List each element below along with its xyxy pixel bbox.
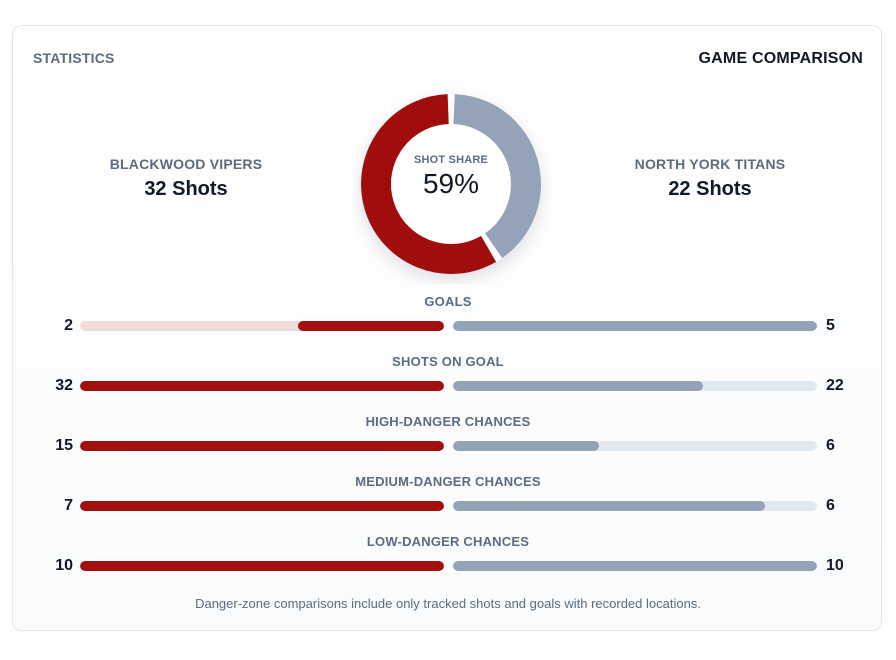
away-stat-bar xyxy=(453,501,765,511)
shot-share-donut: SHOT SHARE 59% xyxy=(351,84,551,284)
card-title: GAME COMPARISON xyxy=(698,50,863,67)
home-stat-bar xyxy=(80,441,444,451)
away-stat-bar-track xyxy=(453,501,817,511)
footnote: Danger-zone comparisons include only tra… xyxy=(195,596,701,611)
home-stat-bar-track xyxy=(80,561,444,571)
section-label: STATISTICS xyxy=(33,50,115,66)
away-team-shots: 22 Shots xyxy=(668,178,752,200)
away-stat-bar-track xyxy=(453,381,817,391)
away-stat-bar-track xyxy=(453,321,817,331)
stat-row: SHOTS ON GOAL 32 22 xyxy=(13,354,883,410)
home-stat-bar xyxy=(80,501,444,511)
home-stat-bar xyxy=(80,381,444,391)
home-team-name: BLACKWOOD VIPERS xyxy=(109,156,263,172)
away-stat-value: 22 xyxy=(826,377,844,394)
stat-title: MEDIUM-DANGER CHANCES xyxy=(355,474,541,489)
home-stat-value: 2 xyxy=(64,317,73,334)
shot-share-value: 59% xyxy=(422,168,480,199)
stat-title: LOW-DANGER CHANCES xyxy=(366,534,530,549)
game-comparison-card: STATISTICS GAME COMPARISON BLACKWOOD VIP… xyxy=(12,25,882,631)
away-stat-bar xyxy=(453,381,704,391)
stat-title: GOALS xyxy=(424,294,472,309)
stat-row: HIGH-DANGER CHANCES 15 6 xyxy=(13,414,883,470)
away-stat-value: 6 xyxy=(826,497,835,514)
away-team-name: NORTH YORK TITANS xyxy=(634,156,786,172)
away-stat-bar xyxy=(453,321,817,331)
home-team-summary: BLACKWOOD VIPERS 32 Shots xyxy=(56,156,316,201)
stat-title: SHOTS ON GOAL xyxy=(392,354,504,369)
away-stat-value: 6 xyxy=(826,437,835,454)
home-stat-bar-track xyxy=(80,441,444,451)
away-team-summary: NORTH YORK TITANS 22 Shots xyxy=(580,156,840,201)
home-stat-bar-track xyxy=(80,321,444,331)
home-stat-bar-track xyxy=(80,381,444,391)
home-stat-bar-track xyxy=(80,501,444,511)
home-team-shots: 32 Shots xyxy=(144,178,228,200)
home-stat-bar xyxy=(80,561,444,571)
away-stat-bar-track xyxy=(453,561,817,571)
away-stat-bar xyxy=(453,441,599,451)
away-stat-bar-track xyxy=(453,441,817,451)
stat-row: LOW-DANGER CHANCES 10 10 xyxy=(13,534,883,590)
home-stat-bar xyxy=(298,321,444,331)
stat-row: GOALS 2 5 xyxy=(13,294,883,350)
away-stat-value: 5 xyxy=(826,317,835,334)
home-stat-value: 32 xyxy=(55,377,73,394)
stat-row: MEDIUM-DANGER CHANCES 7 6 xyxy=(13,474,883,530)
away-share-arc xyxy=(361,94,541,274)
home-stat-value: 7 xyxy=(64,497,73,514)
away-stat-value: 10 xyxy=(826,557,844,574)
home-share-arc xyxy=(361,94,541,274)
shot-share-chart xyxy=(361,94,541,274)
away-stat-bar xyxy=(453,561,817,571)
stat-title: HIGH-DANGER CHANCES xyxy=(365,414,531,429)
home-stat-value: 15 xyxy=(55,437,73,454)
home-stat-value: 10 xyxy=(55,557,73,574)
shot-share-caption: SHOT SHARE xyxy=(413,154,489,166)
donut-center: SHOT SHARE 59% xyxy=(405,138,497,230)
